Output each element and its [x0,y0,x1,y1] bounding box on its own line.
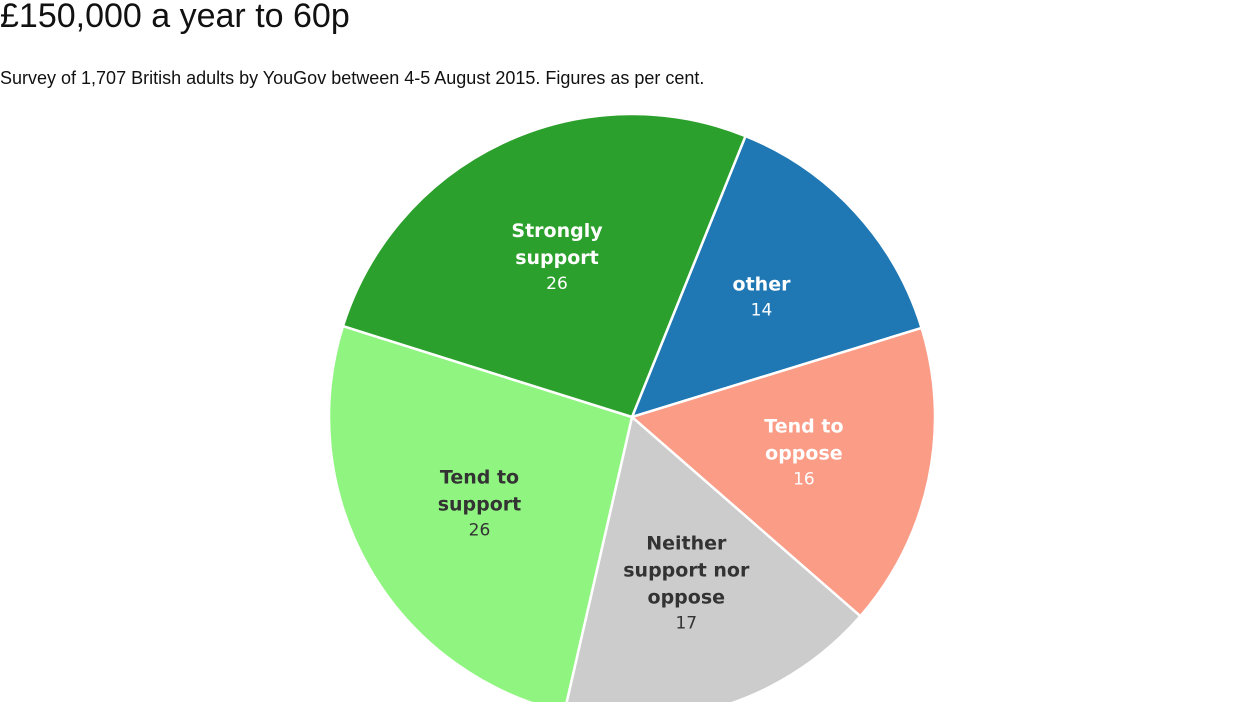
slice-value-other: 14 [751,301,773,321]
slice-value-tend-to-oppose: 16 [793,470,815,490]
pie-slice-tend-to-oppose [630,326,937,618]
pie-slices [327,112,937,702]
slice-label-other: other [733,273,792,295]
pie-labels: other 14 Tend to oppose 16 Neither support nor… [438,220,844,634]
pie-slice-tend-to-support [327,324,634,702]
slice-value-neither-support-nor-oppose: 17 [675,614,697,634]
slice-label-strongly-support: Strongly support [511,220,603,269]
pie-slice-strongly-support [341,112,747,419]
slice-value-strongly-support: 26 [546,274,568,294]
chart-title: £150,000 a year to 60p [0,0,350,35]
pie-slice-other [630,134,923,419]
slice-value-tend-to-support: 26 [469,520,491,540]
slice-label-tend-to-oppose: Tend to oppose [764,415,843,464]
slice-label-tend-to-support: Tend to support [438,466,522,515]
chart-subtitle: Survey of 1,707 British adults by YouGov… [0,68,705,88]
slice-label-neither-support-nor-oppose: Neither support nor oppose [623,532,750,608]
pie-slice-neither-support-nor-oppose [565,415,862,702]
